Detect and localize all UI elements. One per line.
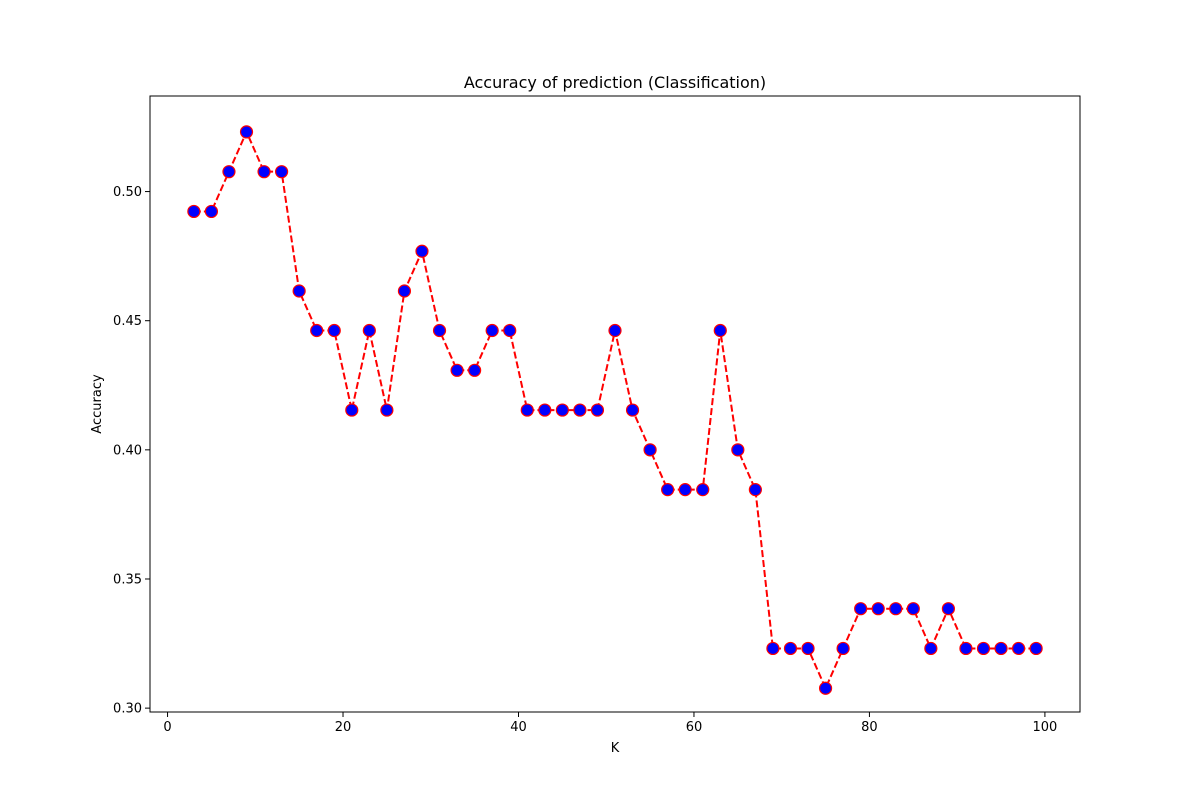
data-point bbox=[854, 602, 868, 616]
y-tick-label: 0.35 bbox=[113, 572, 142, 587]
data-point bbox=[204, 204, 219, 219]
data-point bbox=[275, 165, 289, 179]
data-point bbox=[415, 244, 429, 258]
x-tick-label: 80 bbox=[861, 720, 878, 735]
data-point bbox=[818, 681, 833, 695]
data-point bbox=[783, 641, 798, 656]
data-point bbox=[187, 204, 201, 219]
data-point bbox=[327, 323, 341, 338]
plot-frame bbox=[149, 95, 1081, 713]
data-point bbox=[731, 443, 745, 457]
data-point bbox=[397, 284, 412, 298]
data-point bbox=[836, 641, 850, 656]
data-point bbox=[889, 602, 903, 616]
x-tick-label: 0 bbox=[163, 720, 171, 735]
data-point bbox=[625, 403, 640, 417]
data-point bbox=[239, 125, 254, 139]
x-tick-label: 100 bbox=[1032, 720, 1057, 735]
data-point bbox=[801, 641, 815, 656]
y-tick-label: 0.50 bbox=[113, 185, 142, 200]
data-point bbox=[380, 403, 394, 417]
data-point bbox=[310, 323, 324, 338]
chart-title: Accuracy of prediction (Classification) bbox=[464, 73, 766, 92]
data-point bbox=[643, 443, 657, 457]
data-point bbox=[257, 165, 271, 179]
data-point bbox=[590, 403, 605, 417]
data-point bbox=[292, 284, 306, 298]
x-tick-label: 40 bbox=[510, 720, 527, 735]
y-tick-label: 0.45 bbox=[113, 314, 142, 329]
y-tick-label: 0.30 bbox=[113, 702, 142, 717]
data-point bbox=[520, 403, 534, 417]
data-point bbox=[485, 323, 499, 338]
data-point bbox=[503, 323, 517, 338]
data-point bbox=[906, 602, 920, 616]
data-point bbox=[555, 403, 569, 417]
data-point bbox=[994, 641, 1008, 656]
data-point bbox=[222, 165, 236, 179]
y-axis-label: Accuracy bbox=[90, 374, 105, 434]
data-point bbox=[345, 403, 359, 417]
data-point bbox=[450, 363, 464, 377]
data-point bbox=[766, 641, 780, 656]
data-point bbox=[713, 323, 727, 338]
plot-area: 0 20 40 60 80 100 0.30 0.35 0.40 0.45 0.50 bbox=[113, 95, 1081, 735]
x-tick-label: 60 bbox=[686, 720, 703, 735]
data-point bbox=[362, 323, 376, 338]
data-point bbox=[573, 403, 587, 417]
data-point bbox=[608, 323, 622, 338]
y-tick-label: 0.40 bbox=[113, 443, 142, 458]
x-tick-label: 20 bbox=[335, 720, 352, 735]
data-point bbox=[661, 483, 675, 497]
data-point bbox=[1029, 641, 1043, 656]
data-point bbox=[924, 641, 938, 656]
data-point bbox=[1011, 641, 1026, 656]
data-point bbox=[468, 363, 482, 377]
data-point bbox=[432, 323, 447, 338]
data-point bbox=[696, 483, 710, 497]
data-point bbox=[959, 641, 973, 656]
data-point bbox=[678, 483, 692, 497]
x-axis-label: K bbox=[611, 741, 620, 756]
data-point bbox=[748, 483, 762, 497]
data-point bbox=[941, 602, 956, 616]
data-point bbox=[871, 602, 885, 616]
data-point bbox=[976, 641, 991, 656]
data-point bbox=[538, 403, 552, 417]
